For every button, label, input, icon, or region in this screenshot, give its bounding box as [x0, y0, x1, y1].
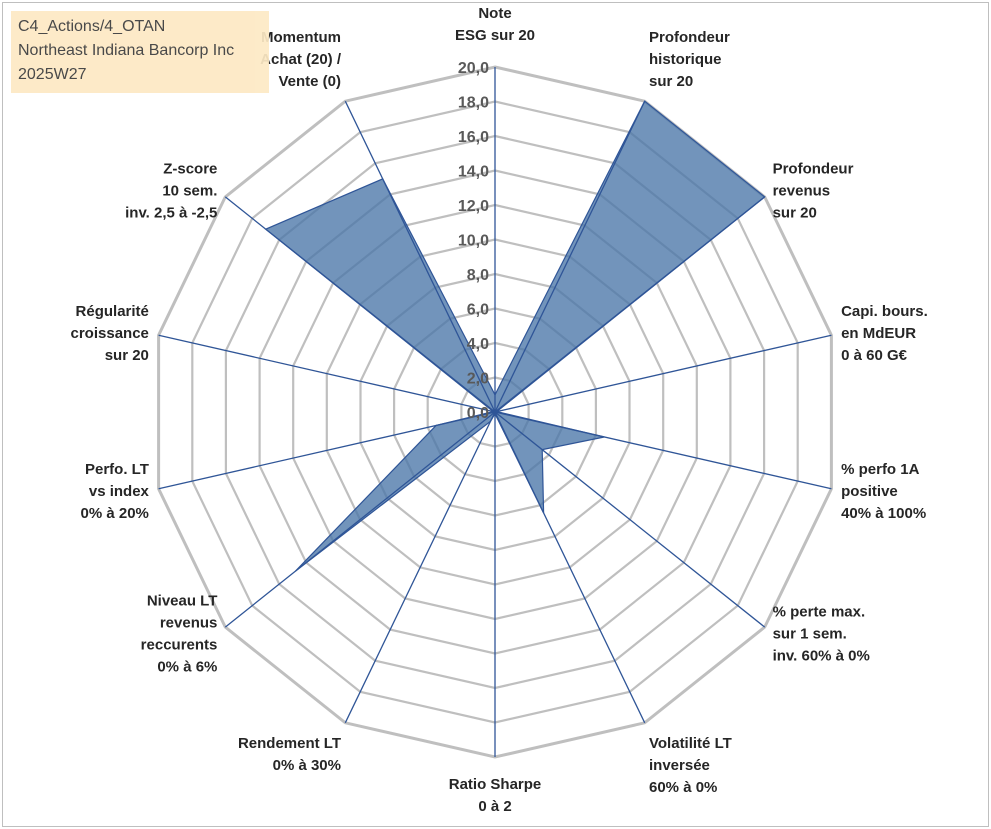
axis-layer [158, 67, 832, 757]
axis-spoke-2 [494, 196, 766, 413]
axis-spoke-8 [344, 411, 496, 724]
tick-label: 2,0 [467, 371, 489, 388]
tick-label: 10,0 [458, 233, 489, 250]
series-layer [264, 100, 766, 572]
tick-label: 12,0 [458, 198, 489, 215]
axis-spoke-3 [494, 334, 832, 413]
axis-spoke-13 [344, 100, 496, 413]
axis-label-9: Niveau LT revenus reccurents 0% à 6% [141, 592, 218, 675]
tick-label: 0,0 [467, 405, 489, 422]
axis-label-12: Z-score 10 sem. inv. 2,5 à -2,5 [125, 161, 217, 222]
axis-spoke-4 [494, 411, 832, 490]
data-series-area [264, 100, 766, 572]
info-week: 2025W27 [18, 66, 87, 83]
tick-label: 4,0 [467, 336, 489, 353]
axis-label-1: Profondeur historique sur 20 [649, 29, 730, 90]
axis-label-0: Note ESG sur 20 [455, 5, 535, 44]
axis-spoke-12 [224, 196, 496, 413]
info-box: C4_Actions/4_OTAN Northeast Indiana Banc… [11, 11, 269, 93]
axis-spoke-9 [224, 411, 496, 628]
axis-label-layer: Note ESG sur 20 Profondeur historique sur 20… [71, 5, 928, 815]
axis-label-3: Capi. bours. en MdEUR 0 à 60 G€ [841, 303, 928, 364]
tick-label: 18,0 [458, 95, 489, 112]
tick-label: 16,0 [458, 129, 489, 146]
axis-label-6: Volatilité LT inversée 60% à 0% [649, 735, 732, 796]
axis-spoke-10 [158, 411, 496, 490]
axis-label-4: % perfo 1A positive 40% à 100% [841, 461, 926, 522]
tick-label: 20,0 [458, 60, 489, 77]
tick-label: 8,0 [467, 267, 489, 284]
info-category: C4_Actions/4_OTAN [18, 18, 166, 35]
tick-label: 14,0 [458, 164, 489, 181]
axis-spoke-5 [494, 411, 766, 628]
axis-label-2: Profondeur revenus sur 20 [773, 161, 854, 222]
axis-spoke-1 [494, 100, 646, 413]
info-company: Northeast Indiana Bancorp Inc [18, 42, 235, 59]
axis-spoke-6 [494, 411, 646, 724]
axis-label-8: Rendement LT 0% à 30% [238, 735, 341, 774]
axis-label-13: Momentum Achat (20) / Vente (0) [260, 29, 342, 90]
tick-label-layer: 0,0 2,0 4,0 6,0 8,0 10,0 12,0 14,0 16,0 18,0 20,0 [458, 60, 489, 422]
axis-label-10: Perfo. LT vs index 0% à 20% [81, 461, 150, 522]
axis-label-7: Ratio Sharpe 0 à 2 [449, 776, 542, 815]
tick-label: 6,0 [467, 302, 489, 319]
axis-label-5: % perte max. sur 1 sem. inv. 60% à 0% [773, 603, 870, 664]
axis-label-11: Régularité croissance sur 20 [71, 303, 149, 364]
axis-spoke-11 [158, 334, 496, 413]
